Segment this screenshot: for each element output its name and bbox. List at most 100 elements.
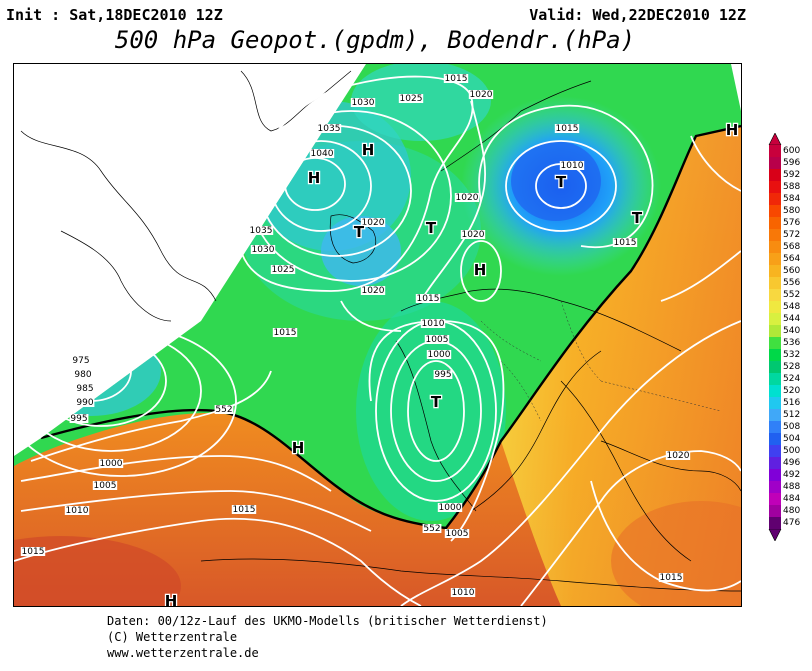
isobar-label: 1005 <box>94 481 117 491</box>
isobar-label: 1005 <box>446 529 469 539</box>
legend-swatch <box>769 169 781 181</box>
isobar-label-bg <box>612 238 638 247</box>
init-time: Init : Sat,18DEC2010 12Z <box>6 6 223 24</box>
low-pressure-marker: T <box>431 393 442 411</box>
legend-swatch <box>769 493 781 505</box>
isobar-label-bg <box>554 124 580 133</box>
legend-label: 544 <box>783 314 801 324</box>
legend-swatch <box>769 277 781 289</box>
legend-label: 484 <box>783 494 801 504</box>
legend-label: 596 <box>783 158 801 168</box>
low-pressure-marker: T <box>426 219 437 237</box>
legend-swatch <box>769 373 781 385</box>
isobar-label-bg <box>69 414 89 423</box>
legend-swatch <box>769 265 781 277</box>
isobar-label: 1010 <box>422 319 445 329</box>
isobar-label: 995 <box>434 370 451 380</box>
legend-swatch <box>769 397 781 409</box>
isobar-label-bg <box>360 286 386 295</box>
isobar-label: 975 <box>72 356 89 366</box>
isobar-label: 1020 <box>462 230 485 240</box>
isobar-label: 1000 <box>428 350 451 360</box>
legend-label: 476 <box>783 518 801 528</box>
legend-swatch <box>769 337 781 349</box>
isobar-label-bg <box>250 245 276 254</box>
weather-map: 1015 1020 1025 1030 1035 1040 1035 1030 1025 1020… <box>13 63 742 607</box>
isobar-label: 1020 <box>362 286 385 296</box>
legend-label: 548 <box>783 302 801 312</box>
legend-top-arrow <box>768 133 782 145</box>
legend-label: 488 <box>783 482 801 492</box>
isobar-label-bg <box>309 149 335 158</box>
legend-swatch <box>769 253 781 265</box>
legend-swatch <box>769 481 781 493</box>
legend-swatch <box>769 301 781 313</box>
map-title: 500 hPa Geopot.(gpdm), Bodendr.(hPa) <box>114 26 636 54</box>
legend-swatch <box>769 445 781 457</box>
isobar-label-bg <box>460 230 486 239</box>
legend-label: 504 <box>783 434 801 444</box>
isobar-label-bg <box>420 319 446 328</box>
data-source: Daten: 00/12z-Lauf des UKMO-Modells (bri… <box>107 614 548 628</box>
legend-swatch <box>769 193 781 205</box>
isobar-label-bg <box>468 90 494 99</box>
legend-label: 540 <box>783 326 801 336</box>
legend-swatch <box>769 181 781 193</box>
isobar-label-bg <box>231 505 257 514</box>
legend-swatch <box>769 313 781 325</box>
isobar-label-bg <box>316 124 342 133</box>
isobar-label: 552 <box>423 524 440 534</box>
valid-time: Valid: Wed,22DEC2010 12Z <box>529 6 746 24</box>
isobar-label-bg <box>422 524 442 533</box>
legend-bottom-arrow <box>768 529 782 541</box>
isobar-label-bg <box>559 161 585 170</box>
legend-swatch <box>769 421 781 433</box>
isobar-label: 1005 <box>426 335 449 345</box>
high-pressure-marker: H <box>292 439 305 457</box>
legend-label: 560 <box>783 266 801 276</box>
legend-label: 564 <box>783 254 801 264</box>
legend-label: 552 <box>783 290 801 300</box>
legend-swatch <box>769 205 781 217</box>
isobar-label: 1035 <box>250 226 273 236</box>
legend-label: 524 <box>783 374 801 384</box>
legend-label: 580 <box>783 206 801 216</box>
isobar-label: 1030 <box>352 98 375 108</box>
isobar-label: 1030 <box>252 245 275 255</box>
legend-swatch <box>769 289 781 301</box>
legend-label: 480 <box>783 506 801 516</box>
legend-swatch <box>769 409 781 421</box>
isobar-label: 990 <box>76 398 93 408</box>
legend-label: 500 <box>783 446 801 456</box>
isobar-label-bg <box>444 529 470 538</box>
isobar-label: 1015 <box>233 505 256 515</box>
legend-swatch <box>769 241 781 253</box>
isobar-label: 1015 <box>556 124 579 134</box>
isobar-label: 1035 <box>318 124 341 134</box>
isobar-label-bg <box>665 451 691 460</box>
legend-label: 592 <box>783 170 801 180</box>
isobar-label: 1015 <box>614 238 637 248</box>
legend-label: 584 <box>783 194 801 204</box>
legend-label: 528 <box>783 362 801 372</box>
legend-swatch <box>769 349 781 361</box>
legend-swatch <box>769 145 781 157</box>
map-canvas: 1015102010251030103510401035103010251020… <box>14 64 741 606</box>
isobar-label: 985 <box>76 384 93 394</box>
legend-label: 496 <box>783 458 801 468</box>
legend-label: 516 <box>783 398 801 408</box>
legend-swatch <box>769 517 781 529</box>
isobar-label-bg <box>92 481 118 490</box>
high-pressure-marker: H <box>362 141 375 159</box>
legend-swatch <box>769 157 781 169</box>
low-pressure-marker: T <box>632 209 643 227</box>
isobar-label-bg <box>424 335 450 344</box>
isobar-label: 1015 <box>660 573 683 583</box>
legend-label: 532 <box>783 350 801 360</box>
isobar-label: 1025 <box>400 94 423 104</box>
isobar-label-bg <box>214 405 234 414</box>
isobar-label-bg <box>75 384 95 393</box>
isobar-label-bg <box>426 350 452 359</box>
website-link[interactable]: www.wetterzentrale.de <box>107 646 259 660</box>
isobar-label-bg <box>433 370 453 379</box>
